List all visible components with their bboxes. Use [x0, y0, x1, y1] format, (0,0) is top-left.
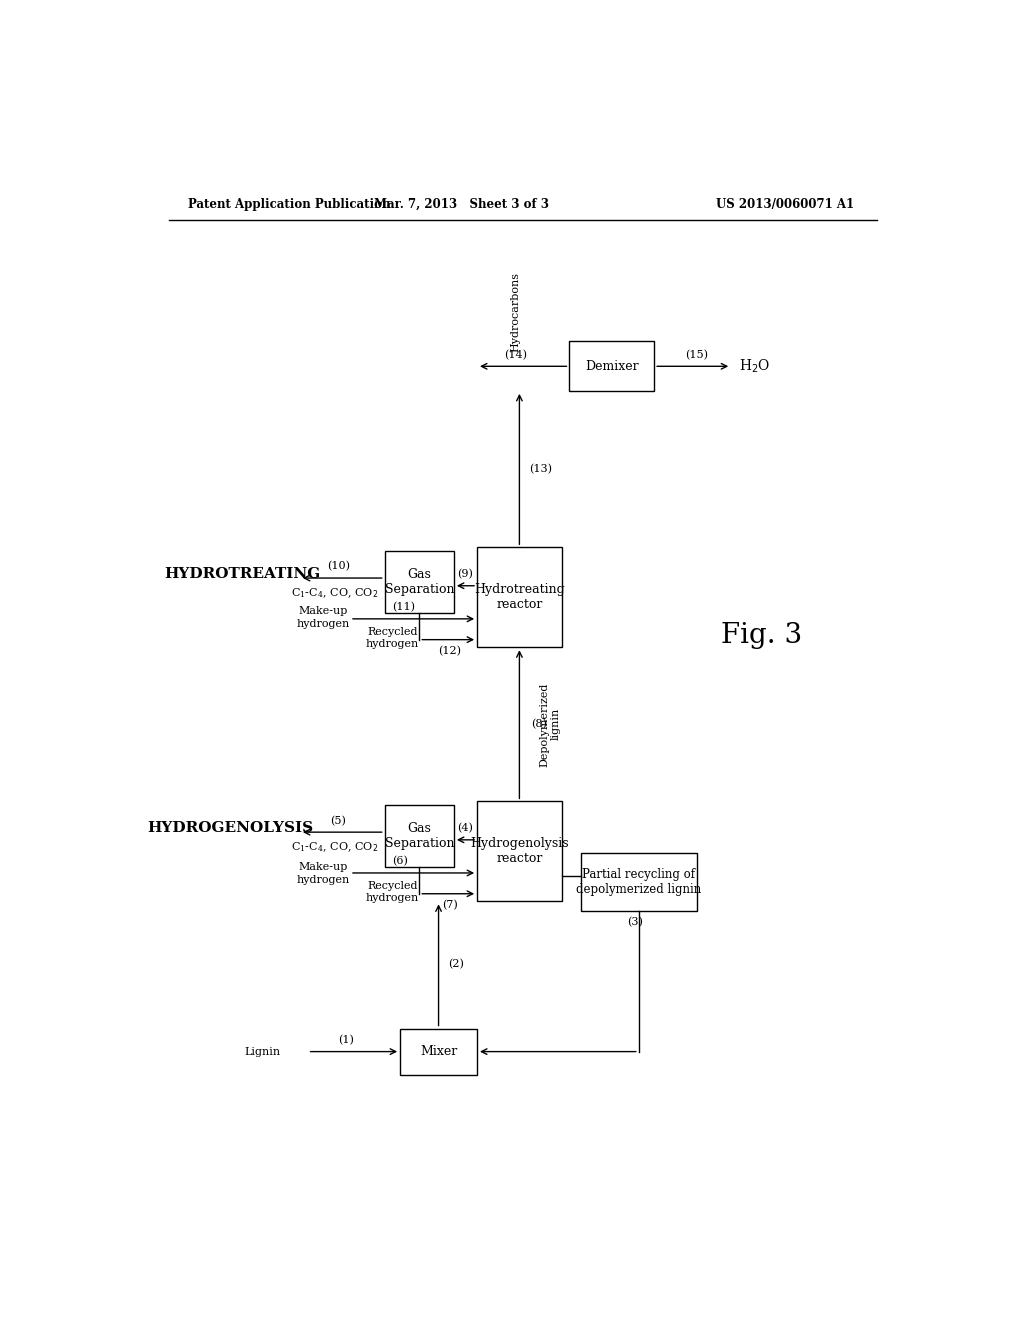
- Text: Gas
Separation: Gas Separation: [385, 568, 454, 595]
- Text: Fig. 3: Fig. 3: [721, 622, 803, 649]
- Text: (15): (15): [685, 350, 708, 360]
- Bar: [581, 853, 696, 911]
- Text: Make-up: Make-up: [298, 862, 348, 871]
- Text: (10): (10): [327, 561, 350, 572]
- Text: hydrogen: hydrogen: [296, 619, 349, 630]
- Bar: [477, 548, 562, 647]
- Text: Partial recycling of
depolymerized lignin: Partial recycling of depolymerized ligni…: [577, 869, 701, 896]
- Text: HYDROGENOLYSIS: HYDROGENOLYSIS: [147, 821, 313, 836]
- Text: Gas
Separation: Gas Separation: [385, 822, 454, 850]
- Text: (2): (2): [447, 960, 464, 970]
- Text: (12): (12): [438, 645, 462, 656]
- Text: (4): (4): [458, 824, 473, 833]
- Text: H$_2$O: H$_2$O: [739, 358, 770, 375]
- Bar: [569, 342, 654, 391]
- Text: Hydrotreating
reactor: Hydrotreating reactor: [474, 583, 565, 611]
- Text: Depolymerized
lignin: Depolymerized lignin: [540, 682, 561, 767]
- Text: Lignin: Lignin: [245, 1047, 281, 1056]
- Text: HYDROTREATING: HYDROTREATING: [164, 568, 321, 581]
- Text: (7): (7): [442, 900, 458, 911]
- Bar: [385, 552, 454, 612]
- Text: (5): (5): [331, 816, 346, 826]
- Text: Recycled
hydrogen: Recycled hydrogen: [366, 627, 419, 649]
- Text: hydrogen: hydrogen: [296, 875, 349, 884]
- Text: (6): (6): [392, 857, 408, 866]
- Text: Make-up: Make-up: [298, 606, 348, 616]
- Text: Mixer: Mixer: [420, 1045, 457, 1059]
- Text: Hydrogenolysis
reactor: Hydrogenolysis reactor: [470, 837, 568, 866]
- Text: Demixer: Demixer: [585, 360, 639, 372]
- Bar: [477, 801, 562, 902]
- Text: Patent Application Publication: Patent Application Publication: [188, 198, 391, 211]
- Text: Hydrocarbons: Hydrocarbons: [511, 272, 520, 352]
- Text: Mar. 7, 2013   Sheet 3 of 3: Mar. 7, 2013 Sheet 3 of 3: [374, 198, 549, 211]
- Text: (9): (9): [458, 569, 473, 579]
- Bar: [385, 805, 454, 867]
- Text: (3): (3): [627, 917, 643, 928]
- Text: (11): (11): [392, 602, 416, 612]
- Text: $\mathregular{C_1}$-$\mathregular{C_4}$, CO, CO$_2$: $\mathregular{C_1}$-$\mathregular{C_4}$,…: [291, 586, 378, 601]
- Text: $\mathregular{C_1}$-$\mathregular{C_4}$, CO, CO$_2$: $\mathregular{C_1}$-$\mathregular{C_4}$,…: [291, 841, 378, 854]
- Text: (1): (1): [338, 1035, 354, 1045]
- Bar: [400, 1028, 477, 1074]
- Text: Recycled
hydrogen: Recycled hydrogen: [366, 882, 419, 903]
- Text: US 2013/0060071 A1: US 2013/0060071 A1: [716, 198, 854, 211]
- Text: (14): (14): [504, 350, 527, 360]
- Text: (13): (13): [528, 463, 552, 474]
- Text: (8): (8): [531, 719, 547, 730]
